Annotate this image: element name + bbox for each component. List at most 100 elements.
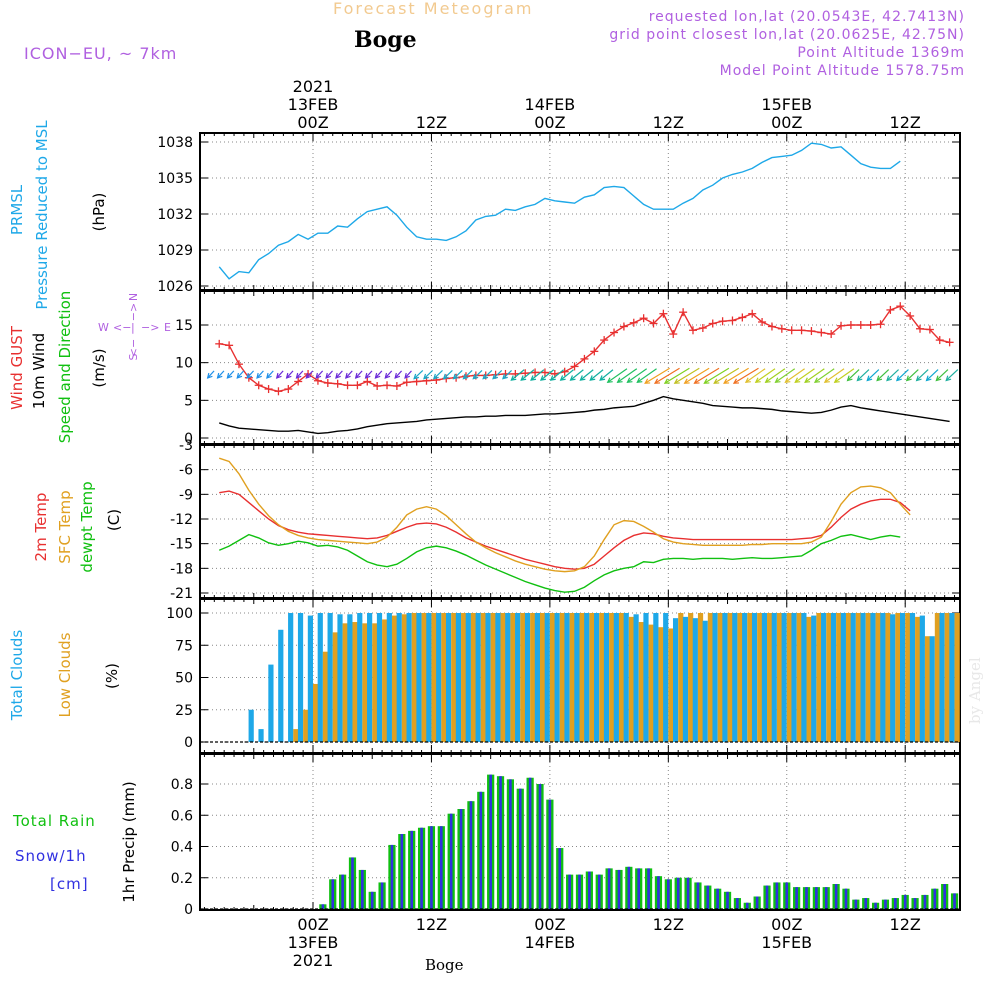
snow-bar bbox=[755, 896, 759, 909]
wind-direction-arrow bbox=[266, 370, 274, 379]
gust-marker bbox=[531, 368, 540, 377]
meteogram-title: Forecast Meteogram bbox=[333, 0, 534, 18]
low-cloud-bar bbox=[461, 613, 467, 742]
wind-direction-arrow bbox=[794, 368, 815, 383]
low-cloud-bar bbox=[342, 623, 348, 742]
temp-y-tick-label: -9 bbox=[179, 487, 193, 503]
total-cloud-bar bbox=[880, 613, 886, 742]
snow-bar bbox=[844, 888, 848, 909]
model-altitude: Model Point Altitude 1578.75m bbox=[719, 63, 965, 79]
wind-direction-arrow bbox=[846, 369, 860, 382]
gust-marker bbox=[580, 354, 589, 363]
gust-marker bbox=[234, 360, 243, 369]
wind-direction-arrow bbox=[335, 370, 343, 379]
total-cloud-bar bbox=[732, 613, 738, 742]
top-hour-label: 12Z bbox=[653, 113, 684, 132]
wind-direction-arrow bbox=[636, 368, 657, 383]
low-cloud-bar bbox=[431, 613, 437, 742]
bottom-date-label: 14FEB bbox=[525, 933, 576, 952]
wind-direction-arrow bbox=[653, 367, 680, 384]
wind-direction-arrow bbox=[442, 370, 453, 380]
gust-marker bbox=[619, 322, 628, 331]
total-cloud-bar bbox=[830, 613, 837, 742]
gust-marker bbox=[215, 339, 224, 348]
snow-bar bbox=[903, 894, 907, 909]
snow-bar bbox=[518, 788, 522, 909]
snow-bar bbox=[499, 776, 502, 909]
point-altitude: Point Altitude 1369m bbox=[797, 45, 965, 61]
gust-marker bbox=[925, 325, 934, 334]
low-cloud-bar bbox=[845, 613, 852, 742]
wind-y-tick-label: 5 bbox=[184, 393, 193, 409]
gust-marker bbox=[866, 321, 875, 329]
snow-bar bbox=[578, 874, 581, 909]
requested-coords: requested lon,lat (20.0543E, 42.7413N) bbox=[648, 9, 965, 25]
wind-direction-arrow bbox=[616, 368, 638, 383]
top-date-label: 13FEB bbox=[288, 95, 339, 114]
snow-bar bbox=[775, 882, 779, 909]
temp-unit-label: (C) bbox=[105, 509, 123, 531]
low-cloud-bar bbox=[836, 613, 842, 742]
total-cloud-bar bbox=[248, 709, 254, 742]
low-cloud-bar bbox=[441, 613, 447, 742]
clouds-unit-label: (%) bbox=[103, 663, 121, 689]
total-cloud-bar bbox=[278, 629, 284, 742]
gust-marker bbox=[758, 317, 767, 326]
total-cloud-bar bbox=[307, 615, 313, 742]
wind-direction-arrow bbox=[256, 370, 264, 379]
total-cloud-bar bbox=[288, 613, 294, 742]
wind-direction-arrow bbox=[502, 370, 513, 380]
wind-direction-arrow bbox=[866, 369, 880, 382]
precip-unit-label: 1hr Precip (mm) bbox=[120, 781, 138, 902]
low-cloud-bar bbox=[520, 613, 526, 742]
gust-marker bbox=[718, 317, 727, 326]
wind-direction-arrow bbox=[713, 367, 740, 384]
low-cloud-bar bbox=[401, 614, 408, 742]
gust-marker bbox=[807, 327, 816, 336]
wind-direction-arrow bbox=[246, 370, 254, 379]
gust-marker bbox=[294, 377, 303, 386]
gust-marker bbox=[610, 328, 619, 337]
total-cloud-bar bbox=[445, 613, 452, 742]
top-year-label: 2021 bbox=[293, 77, 334, 96]
total-cloud-bar bbox=[900, 613, 906, 742]
total-cloud-bar bbox=[682, 616, 689, 742]
total-cloud-bar bbox=[603, 613, 610, 742]
gust-marker bbox=[264, 385, 273, 394]
gust-marker bbox=[383, 381, 392, 390]
gust-marker bbox=[274, 387, 283, 396]
wind-direction-arrow bbox=[886, 369, 899, 382]
low-cloud-bar bbox=[757, 613, 763, 742]
bottom-hour-label: 00Z bbox=[297, 915, 328, 934]
wind-direction-arrow bbox=[589, 369, 604, 381]
low-cloud-bar bbox=[717, 613, 723, 742]
snow-bar bbox=[449, 813, 453, 909]
total-cloud-bar bbox=[515, 613, 521, 742]
snow-bar bbox=[854, 899, 858, 909]
wind-direction-arrow bbox=[305, 370, 314, 379]
wind-direction-arrow bbox=[394, 370, 403, 379]
wind-direction-arrow bbox=[813, 368, 835, 383]
low-cloud-bar bbox=[451, 613, 457, 742]
total-cloud-bar bbox=[465, 613, 471, 742]
low-cloud-bar bbox=[905, 613, 911, 742]
gust-marker bbox=[590, 347, 599, 356]
wind-direction-arrow bbox=[784, 368, 805, 383]
total-cloud-bar bbox=[623, 613, 629, 742]
snow-bar bbox=[588, 871, 591, 909]
low-cloud-bar bbox=[332, 632, 338, 742]
wind-direction-arrow bbox=[452, 370, 463, 380]
gust-marker bbox=[787, 326, 796, 335]
snow-bar bbox=[676, 877, 680, 909]
total-cloud-bar bbox=[564, 613, 570, 742]
low-cloud-bar bbox=[638, 622, 644, 742]
wind-direction-arrow bbox=[462, 370, 473, 380]
temp-2m-temp-line bbox=[219, 490, 911, 570]
model-label: ICON−EU, ~ 7km bbox=[24, 44, 178, 63]
low-cloud-bar bbox=[688, 613, 694, 742]
snow-unit-label: [cm] bbox=[50, 875, 89, 893]
low-cloud-bar bbox=[589, 613, 595, 742]
pressure-label: PRMSL bbox=[8, 184, 26, 235]
wind-direction-arrow bbox=[833, 368, 855, 383]
wind-direction-arrow bbox=[804, 368, 825, 383]
